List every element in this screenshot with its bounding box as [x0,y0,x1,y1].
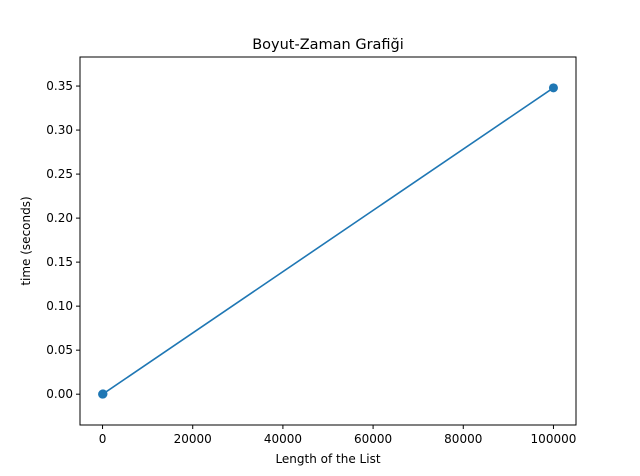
chart-title: Boyut-Zaman Grafiği [252,37,404,53]
x-tick-label: 40000 [264,432,302,446]
y-tick-label: 0.35 [46,79,73,93]
x-tick-label: 20000 [174,432,212,446]
plot-area [98,83,558,399]
y-axis-label: time (seconds) [19,196,33,285]
y-tick-label: 0.20 [46,211,73,225]
y-tick-label: 0.10 [46,299,73,313]
x-axis: 0 20000 40000 60000 80000 100000 [99,425,577,446]
x-tick-label: 0 [99,432,107,446]
y-axis: 0.00 0.05 0.10 0.15 0.20 0.25 0.30 0.35 [46,79,80,401]
y-tick-label: 0.05 [46,343,73,357]
y-tick-label: 0.25 [46,167,73,181]
y-tick-label: 0.00 [46,387,73,401]
data-point [548,83,558,93]
y-tick-label: 0.30 [46,123,73,137]
y-tick-label: 0.15 [46,255,73,269]
axes-frame [79,56,577,426]
x-tick-label: 100000 [531,432,577,446]
x-tick-label: 80000 [444,432,482,446]
data-point [98,389,108,399]
x-tick-label: 60000 [354,432,392,446]
x-axis-label: Length of the List [275,452,380,466]
